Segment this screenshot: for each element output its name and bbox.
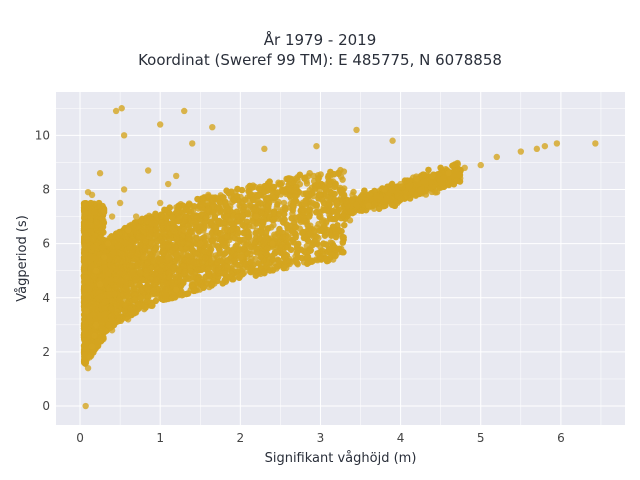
data-point [294, 176, 301, 184]
data-point [271, 231, 278, 238]
data-point [311, 232, 319, 240]
data-point [315, 220, 322, 228]
data-point [340, 168, 348, 175]
data-point [310, 172, 317, 180]
data-point [276, 180, 284, 188]
chart-title: År 1979 - 2019 [263, 31, 377, 49]
data-point [280, 264, 287, 272]
data-point [154, 237, 161, 245]
data-point [130, 285, 138, 292]
data-point [303, 180, 311, 187]
data-point [257, 200, 264, 207]
data-point [243, 241, 250, 248]
scatter-points [80, 105, 599, 410]
data-point [432, 189, 439, 196]
data-point [231, 234, 238, 242]
chart-subtitle: Koordinat (Sweref 99 TM): E 485775, N 60… [138, 51, 502, 69]
